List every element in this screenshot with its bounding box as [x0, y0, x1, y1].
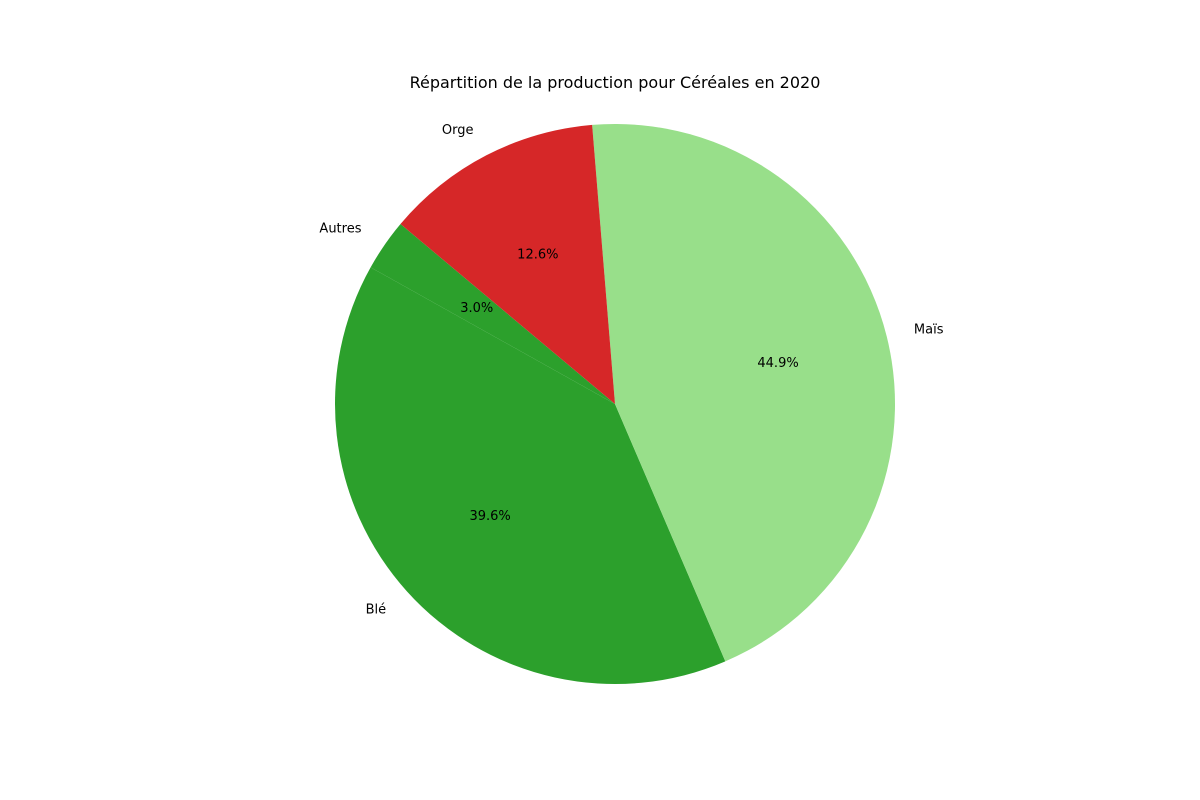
slice-label-ble: Blé [366, 603, 387, 618]
pie-slices [335, 123, 895, 684]
chart-title: Répartition de la production pour Céréal… [410, 73, 821, 92]
slice-label-mais: Maïs [914, 322, 944, 337]
pie-slice-orge [400, 124, 615, 404]
pie-slice-ble [335, 267, 726, 684]
slice-label-orge: Orge [442, 123, 474, 138]
slice-percent-orge: 12.6% [517, 247, 558, 262]
slice-percent-autres: 3.0% [460, 301, 493, 316]
pie-labels: Autres 3.0% Blé 39.6% Maïs 44.9% Orge 12.6% [319, 123, 943, 618]
pie-slice-autres [370, 224, 615, 404]
slice-percent-ble: 39.6% [469, 509, 510, 524]
pie-slice-mais [592, 123, 895, 662]
slice-label-autres: Autres [319, 222, 361, 237]
slice-percent-mais: 44.9% [757, 356, 798, 371]
